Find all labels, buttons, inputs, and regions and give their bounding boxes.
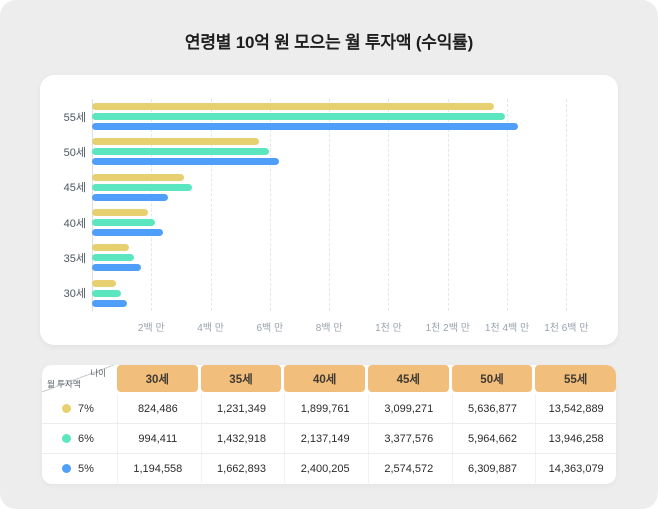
chart-row-55세: 55세 bbox=[64, 99, 596, 134]
gridline bbox=[269, 99, 271, 311]
rate-label: 5% bbox=[78, 462, 94, 475]
value-cell: 13,946,258 bbox=[535, 424, 616, 453]
y-axis-category-label: 50세 bbox=[63, 146, 86, 159]
rate-cell: 5% bbox=[42, 454, 114, 483]
value-cell: 1,899,761 bbox=[284, 394, 365, 423]
gridline bbox=[388, 99, 390, 311]
table-column-header-35세: 35세 bbox=[200, 365, 282, 392]
table-column-header-40세: 40세 bbox=[284, 365, 365, 392]
value-cell: 5,636,877 bbox=[451, 394, 533, 423]
bar-7%-35세 bbox=[92, 244, 129, 252]
y-axis-category-label: 45세 bbox=[63, 182, 86, 195]
bar-5%-40세 bbox=[92, 229, 164, 237]
y-axis-category-label: 35세 bbox=[63, 252, 86, 265]
chart-row-50세: 50세 bbox=[64, 134, 596, 169]
page-title: 연령별 10억 원 모으는 월 투자액 (수익률) bbox=[184, 33, 474, 52]
value-cell: 5,964,662 bbox=[451, 424, 533, 453]
gridlines bbox=[92, 99, 596, 311]
chart-row-45세: 45세 bbox=[64, 170, 596, 205]
bar-6%-35세 bbox=[92, 254, 135, 262]
gridline bbox=[447, 99, 449, 311]
x-axis-tick-label: 2백 만 bbox=[137, 323, 165, 334]
value-cell: 1,194,558 bbox=[117, 454, 198, 483]
value-cell: 1,231,349 bbox=[200, 394, 282, 423]
chart-row-30세: 30세 bbox=[64, 276, 596, 311]
rate-label: 7% bbox=[78, 402, 94, 415]
gridline bbox=[507, 99, 509, 311]
bar-7%-55세 bbox=[92, 103, 494, 111]
rate-label: 6% bbox=[78, 432, 94, 445]
rate-cell: 6% bbox=[42, 424, 114, 453]
value-cell: 3,377,576 bbox=[367, 424, 449, 453]
bar-6%-55세 bbox=[92, 113, 506, 121]
chart-rows: 55세 50세 45세 40세 35세 30세 bbox=[64, 99, 596, 311]
bar-6%-45세 bbox=[92, 183, 193, 191]
value-cell: 2,137,149 bbox=[284, 424, 365, 453]
bar-7%-30세 bbox=[92, 279, 117, 287]
bar-7%-50세 bbox=[92, 138, 260, 146]
bar-6%-40세 bbox=[92, 219, 156, 227]
value-cell: 1,432,918 bbox=[200, 424, 282, 453]
x-axis: 2백 만 4백 만 6백 만 8백 만 1천 만 1천 2백 만 1천 4백 만 1천 6백 … bbox=[92, 315, 596, 337]
series-color-dot bbox=[62, 434, 72, 443]
value-cell: 994,411 bbox=[117, 424, 198, 453]
gridline bbox=[329, 99, 331, 311]
value-cell: 824,486 bbox=[117, 394, 198, 423]
value-cell: 2,400,205 bbox=[284, 454, 365, 483]
value-cell: 13,542,889 bbox=[535, 394, 616, 423]
x-axis-tick-label: 1천 만 bbox=[375, 323, 402, 334]
investment-table: 나이 월 투자액 30세 35세 40세 45세 50세 55세 7% 824,486 1,2… bbox=[42, 365, 616, 484]
series-color-dot bbox=[62, 464, 72, 473]
value-cell: 3,099,271 bbox=[367, 394, 449, 423]
bar-7%-45세 bbox=[92, 173, 184, 181]
table-row-5%: 5% 1,194,558 1,662,893 2,400,205 2,574,572 6,… bbox=[42, 454, 616, 483]
corner-age-label: 나이 bbox=[90, 368, 106, 378]
value-cell: 14,363,079 bbox=[535, 454, 616, 483]
value-cell: 2,574,572 bbox=[367, 454, 449, 483]
table-row-7%: 7% 824,486 1,231,349 1,899,761 3,099,271 5,63… bbox=[42, 394, 616, 424]
series-color-dot bbox=[62, 404, 72, 413]
gridline bbox=[151, 99, 153, 311]
table-row-6%: 6% 994,411 1,432,918 2,137,149 3,377,576 5,96… bbox=[42, 424, 616, 454]
y-axis-category-label: 40세 bbox=[63, 217, 86, 230]
x-axis-tick-label: 1천 2백 만 bbox=[425, 323, 470, 334]
bar-5%-30세 bbox=[92, 299, 128, 307]
x-axis-tick-label: 1천 6백 만 bbox=[544, 323, 589, 334]
x-axis-tick-label: 8백 만 bbox=[315, 323, 343, 334]
value-cell: 1,662,893 bbox=[200, 454, 282, 483]
value-cell: 6,309,887 bbox=[451, 454, 533, 483]
bar-5%-55세 bbox=[92, 123, 518, 131]
y-axis-category-label: 55세 bbox=[63, 111, 86, 124]
x-axis-tick-label: 1천 4백 만 bbox=[484, 323, 530, 334]
table-column-header-50세: 50세 bbox=[451, 365, 533, 392]
bar-5%-50세 bbox=[92, 158, 280, 166]
bar-5%-45세 bbox=[92, 193, 169, 201]
bar-6%-50세 bbox=[92, 148, 269, 156]
gridline bbox=[566, 99, 568, 311]
table-column-header-55세: 55세 bbox=[535, 365, 616, 392]
y-axis-line bbox=[92, 99, 93, 311]
x-axis-tick-label: 4백 만 bbox=[197, 323, 224, 334]
x-axis-tick-label: 6백 만 bbox=[256, 323, 284, 334]
bar-6%-30세 bbox=[92, 289, 122, 297]
corner-investment-label: 월 투자액 bbox=[47, 379, 81, 389]
table-column-header-30세: 30세 bbox=[117, 365, 198, 392]
table-column-header-45세: 45세 bbox=[367, 365, 449, 392]
rate-cell: 7% bbox=[42, 394, 114, 423]
chart-row-35세: 35세 bbox=[64, 240, 596, 275]
table-corner-cell: 나이 월 투자액 bbox=[42, 365, 114, 392]
bar-5%-35세 bbox=[92, 264, 142, 272]
table-body: 7% 824,486 1,231,349 1,899,761 3,099,271 5,63… bbox=[42, 394, 616, 483]
chart-card: 55세 50세 45세 40세 35세 30세 2백 만 4백 만 6백 만 8백 만 1천 만 1… bbox=[40, 75, 618, 345]
gridline bbox=[210, 99, 212, 311]
y-axis-category-label: 30세 bbox=[63, 288, 86, 301]
chart-row-40세: 40세 bbox=[64, 205, 596, 240]
bar-chart: 55세 50세 45세 40세 35세 30세 bbox=[64, 99, 596, 311]
bar-7%-40세 bbox=[92, 209, 149, 217]
table-header-row: 나이 월 투자액 30세 35세 40세 45세 50세 55세 bbox=[42, 365, 616, 392]
